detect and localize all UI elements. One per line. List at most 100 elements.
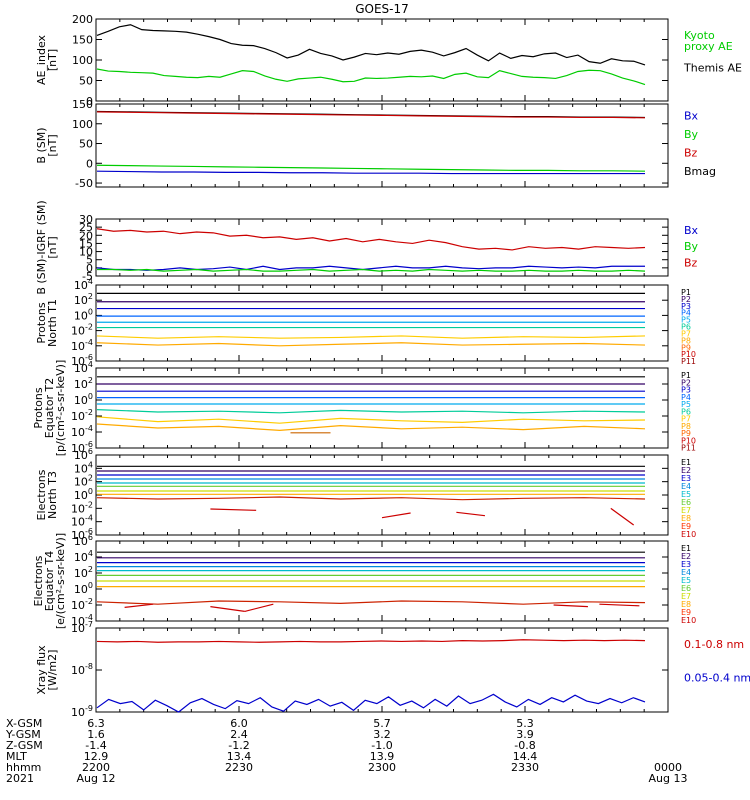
panel-7-series-e9 [96,600,646,605]
panel-4-y-tick-label: 102 [74,292,93,307]
panel-6-legend-label: E7 [681,506,691,515]
panel-8-legend-label: 0.05-0.4 nm [684,672,750,685]
panel-5-frame [95,367,669,449]
panel-8-y-axis-label: [W/m2] [46,650,59,691]
x-axis-value: 2230 [225,761,253,774]
panel-7-y-tick-label: 10-4 [71,613,93,628]
panel-5-legend-label: P6 [681,407,691,416]
panel-4-legend-label: P8 [681,336,691,345]
panel-4-legend-label: P1 [681,288,691,297]
x-axis-value: 14.4 [513,750,538,763]
panel-2-y-tick-label: -50 [75,177,93,190]
panel-5-legend-label: P9 [681,429,691,438]
panel-7-y-axis-label: Electrons [32,555,45,606]
panel-5-legend-label: P5 [681,400,691,409]
panel-6-y-tick-label: 10-6 [71,527,93,542]
panel-3-y-axis-label: B (SM)-IGRF (SM) [35,200,48,294]
panel-7-legend-label: E7 [681,592,691,601]
x-axis-value: 1.6 [87,728,105,741]
panel-6-y-tick-label: 100 [74,487,93,502]
panel-4-legend-label: P3 [681,302,691,311]
panel-2-y-axis-label: [nT] [46,134,59,156]
panel-8-y-tick-label: 10-8 [71,662,93,677]
panel-7-segment [244,603,274,612]
panel-4-legend-label: P10 [681,350,696,359]
panel-5-legend-label: P11 [681,444,696,453]
panel-6-legend-label: E2 [681,466,691,475]
panel-4-y-axis-label: Protons [35,302,48,343]
panel-8-legend-label: 0.1-0.8 nm [684,638,744,651]
panel-6-legend-label: E4 [681,482,691,491]
panel-1-y-tick-label: 200 [72,13,93,26]
panel-1-legend-label: proxy AE [684,40,733,53]
x-axis-row-label: 2021 [6,772,34,785]
panel-1-series-themis-ae [96,24,646,66]
panel-2-legend-label: By [684,128,699,141]
x-axis-row-label: MLT [6,750,27,763]
x-axis-value: 2200 [82,761,110,774]
panel-5-y-axis-label: [p/(cm²-s-sr-keV)] [54,360,67,457]
x-axis-value: 13.4 [227,750,252,763]
panel-3-legend-label: Bx [684,224,699,237]
panel-6-y-tick-label: 104 [74,460,93,475]
panel-5-legend-label: P7 [681,415,691,424]
panel-4-y-axis-label: North T1 [46,299,59,347]
panel-3-y-tick-label: 30 [79,213,93,226]
panel-4-legend-label: P11 [681,357,696,366]
panel-6-legend-label: E9 [681,522,691,531]
x-axis-value: 2.4 [230,728,248,741]
panel-3-y-tick-label: 5 [86,254,93,267]
panel-2-series-by [96,164,646,172]
panel-5-legend-label: P4 [681,393,691,402]
panel-1-y-tick-label: 0 [86,95,93,108]
panel-8-y-tick-label: 10-9 [71,704,93,719]
panel-1-legend-label: Themis AE [683,62,742,75]
panel-5-series-p7 [96,416,646,424]
panel-5-series-p6 [96,409,646,414]
panel-7-segment [124,603,154,608]
panel-6-legend-label: E3 [681,474,691,483]
panel-8-y-axis-label: Xray flux [35,645,48,695]
x-axis-row-label: Z-GSM [6,739,43,752]
panel-2-legend-label: Bmag [684,165,716,178]
panel-7-y-tick-label: 100 [74,581,93,596]
x-axis-value: 2300 [368,761,396,774]
panel-7-y-tick-label: 102 [74,565,93,580]
panel-4-legend-label: P5 [681,316,691,325]
panel-5-y-tick-label: 10-2 [71,408,93,423]
x-axis-value: -1.4 [85,739,106,752]
panel-2-y-axis-label: B (SM) [35,127,48,163]
panel-7-y-tick-label: 106 [74,533,93,548]
x-axis-value: Aug 12 [77,772,116,785]
panel-3-y-tick-label: -5 [82,270,93,283]
panel-6-legend-label: E1 [681,458,691,467]
panel-8-series-0-05-0-4-nm [96,693,646,713]
panel-2-legend-label: Bz [684,146,698,159]
x-axis-value: 6.3 [87,717,105,730]
panel-5-legend-label: P8 [681,422,691,431]
panel-3-series-bx [96,265,645,271]
x-axis-value: 3.2 [373,728,391,741]
panel-4-y-tick-label: 10-4 [71,338,93,353]
panel-7-legend-label: E5 [681,576,691,585]
panel-6-segment [210,508,257,511]
panel-7-y-axis-label: [e/(cm²-s-sr-keV)] [54,533,67,629]
panel-4-series-p8 [96,342,646,347]
panel-6-y-tick-label: 10-4 [71,514,93,529]
x-axis-value: 6.0 [230,717,248,730]
panel-7-legend-label: E8 [681,600,691,609]
panel-5-legend-label: P1 [681,371,691,380]
panel-6-legend-label: E5 [681,490,691,499]
panel-5-y-tick-label: 10-6 [71,440,93,455]
panel-5-y-axis-label: Protons [32,387,45,428]
panel-1-y-tick-label: 50 [79,75,93,88]
x-axis-value: 13.9 [370,750,395,763]
panel-3-series-bz [96,228,646,251]
panel-7-legend-label: E4 [681,568,691,577]
panel-4-series-p7 [96,335,646,339]
panel-7-legend-label: E2 [681,552,691,561]
panel-6-y-tick-label: 102 [74,474,93,489]
panel-2-y-tick-label: 0 [86,157,93,170]
panel-4-y-tick-label: 10-6 [71,353,93,368]
figure-title: GOES-17 [355,2,409,16]
